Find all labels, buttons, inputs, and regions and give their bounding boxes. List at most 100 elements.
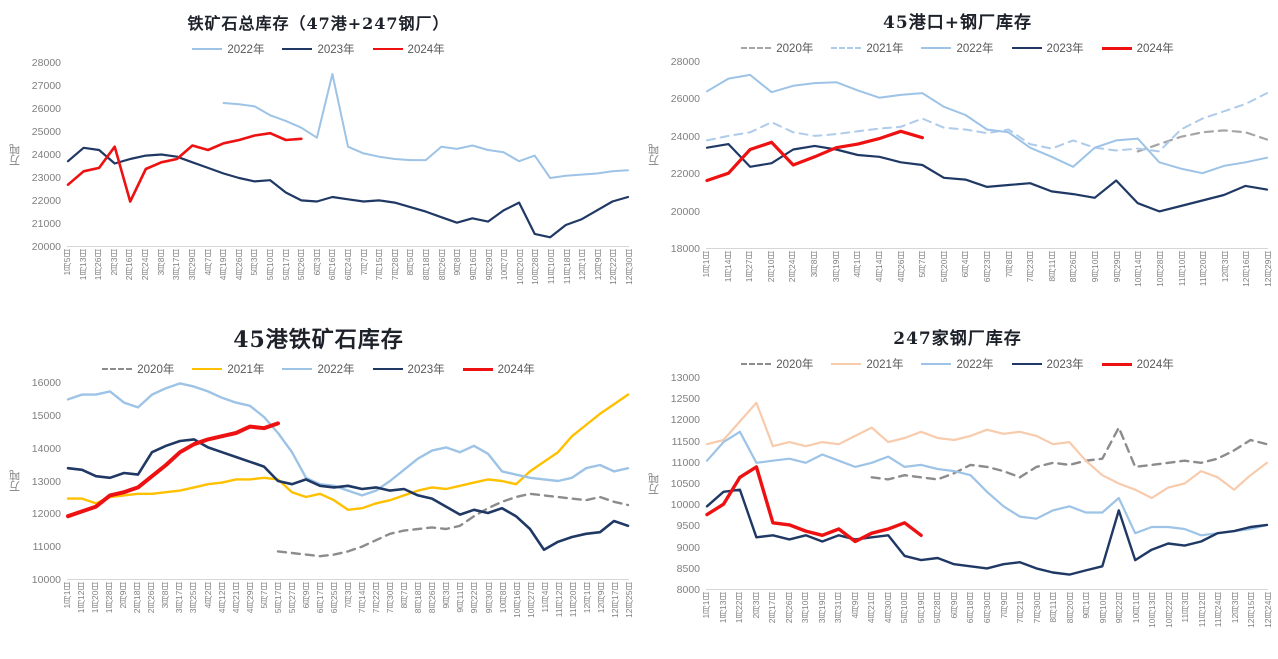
x-tick-label: 10月7日 — [499, 249, 510, 281]
x-tick-label: 10月1日 — [1130, 592, 1141, 624]
x-tick-label: 10月8日 — [497, 582, 508, 614]
x-axis-spacer — [8, 247, 67, 307]
legend-line-swatch — [831, 363, 862, 365]
chart-main: 万吨 28000 27000 26000 25000 24000 23000 22000 21… — [8, 57, 630, 253]
x-tick-label: 6月18日 — [965, 592, 976, 624]
legend-label: 2020年 — [776, 359, 814, 371]
x-tick-label: 8月20日 — [1064, 592, 1075, 624]
chart-total-inventory-47ports-247mills: 铁矿石总库存（47港+247钢厂） 2022年 2023年 2024年 万吨 280… — [0, 0, 639, 316]
x-tick-label: 2月24日 — [787, 251, 798, 283]
legend-label: 2024年 — [1136, 359, 1174, 371]
legend-line-swatch — [1011, 363, 1042, 365]
x-tick-label: 4月21日 — [230, 582, 241, 614]
y-tick-label: 12000 — [670, 414, 700, 427]
y-axis-ticks: 13000 12500 12000 11500 11000 10500 10000 9500 9… — [662, 372, 706, 596]
x-tick-label: 9月3日 — [441, 582, 452, 609]
y-tick-label: 20000 — [670, 205, 700, 218]
line-series-svg — [66, 382, 630, 558]
plot-area — [66, 382, 630, 580]
legend-line-swatch — [192, 368, 223, 370]
y-axis-ticks: 28000 27000 26000 25000 24000 23000 22000 21000… — [23, 57, 67, 253]
x-tick-label: 12月9日 — [595, 582, 606, 614]
x-axis-spacer — [647, 249, 706, 309]
series-line-2024年 — [66, 421, 280, 519]
chart-title: 247家钢厂库存 — [893, 329, 1022, 349]
x-tick-label: 5月28日 — [932, 592, 943, 624]
x-axis-ticks: 1月5日 1月13日 1月26日 2月3日 2月16日 2月24日 3月8日 3月17日 3月2… — [62, 247, 634, 307]
legend-item-2020年: 2020年 — [102, 361, 174, 377]
x-tick-label: 11月12日 — [1196, 592, 1207, 628]
y-tick-label: 20000 — [31, 241, 61, 253]
y-tick-label: 12500 — [670, 393, 700, 406]
x-tick-label: 9月16日 — [467, 249, 478, 281]
x-tick-label: 11月20日 — [1198, 251, 1209, 287]
x-tick-label: 11月10日 — [545, 249, 556, 285]
x-tick-label: 12月15日 — [1246, 592, 1257, 628]
x-tick-label: 10月20日 — [514, 249, 525, 285]
x-axis-ticks: 1月1日 1月12日 1月20日 1月28日 2月9日 2月18日 2月26日 3月8日 3月1… — [62, 580, 634, 640]
legend-line-swatch — [102, 368, 133, 370]
x-tick-label: 1月1日 — [62, 582, 72, 609]
legend-item-2021年: 2021年 — [831, 356, 903, 372]
legend-item-2024年: 2024年 — [462, 361, 535, 377]
y-tick-label: 11000 — [671, 456, 700, 469]
x-axis-row: 1月5日 1月13日 1月26日 2月3日 2月16日 2月24日 3月8日 3月17日 3月2… — [8, 247, 634, 307]
legend-line-swatch — [1101, 362, 1132, 366]
legend: 2020年 2021年 2022年 2023年 2024年 — [647, 352, 1268, 376]
legend-item-2020年: 2020年 — [741, 40, 813, 56]
series-line-2022年 — [222, 73, 629, 179]
y-tick-label: 25000 — [31, 126, 61, 138]
x-tick-label: 5月17日 — [272, 582, 283, 614]
plot-area — [705, 378, 1269, 590]
x-tick-label: 2月26日 — [783, 592, 794, 624]
x-tick-label: 10月27日 — [525, 582, 536, 618]
series-line-2021年 — [706, 92, 1268, 153]
y-tick-label: 12000 — [31, 508, 61, 521]
chart-main: 万吨 13000 12500 12000 11500 11000 10500 10000 95… — [647, 372, 1269, 596]
x-tick-label: 8月26日 — [1068, 251, 1079, 283]
x-tick-label: 10月22日 — [1163, 592, 1174, 628]
x-tick-label: 9月30日 — [483, 582, 494, 614]
x-tick-label: 5月3日 — [249, 249, 260, 276]
x-tick-label: 9月8日 — [452, 249, 463, 276]
x-tick-label: 11月12日 — [553, 582, 564, 618]
x-tick-label: 1月27日 — [744, 251, 755, 283]
y-tick-label: 22000 — [31, 195, 61, 207]
x-tick-label: 5月19日 — [915, 592, 926, 624]
x-tick-label: 12月29日 — [1263, 251, 1273, 287]
x-tick-label: 9月22日 — [469, 582, 480, 614]
legend-line-swatch — [741, 47, 772, 49]
series-line-2022年 — [706, 73, 1268, 175]
x-tick-label: 6月9日 — [948, 592, 959, 619]
series-line-2021年 — [705, 401, 1269, 500]
x-tick-label: 12月25日 — [624, 582, 634, 618]
x-tick-label: 5月10日 — [264, 249, 275, 281]
x-tick-label: 8月11日 — [1046, 251, 1057, 282]
legend-item-2024年: 2024年 — [1101, 356, 1174, 372]
y-tick-label: 10000 — [31, 574, 61, 586]
x-tick-label: 4月19日 — [218, 249, 229, 281]
series-line-2020年 — [1136, 129, 1269, 153]
legend-label: 2021年 — [227, 364, 265, 376]
legend: 2020年 2021年 2022年 2023年 2024年 — [647, 36, 1268, 60]
x-tick-label: 5月26日 — [296, 249, 307, 281]
legend-label: 2020年 — [137, 364, 175, 376]
x-tick-label: 2月17日 — [767, 592, 778, 624]
x-tick-label: 4月21日 — [866, 592, 877, 624]
x-tick-label: 1月26日 — [93, 249, 104, 281]
x-tick-label: 8月18日 — [421, 249, 432, 281]
series-line-2023年 — [66, 146, 630, 239]
line-series-svg — [705, 401, 1269, 576]
y-tick-label: 22000 — [670, 168, 700, 181]
x-tick-label: 8月26日 — [427, 582, 438, 614]
legend-label: 2024年 — [407, 44, 445, 56]
legend-item-2022年: 2022年 — [921, 40, 994, 56]
legend-item-2023年: 2023年 — [1011, 356, 1084, 372]
x-tick-label: 2月3日 — [750, 592, 761, 619]
x-tick-label: 4月1日 — [852, 251, 863, 278]
x-tick-label: 1月28日 — [104, 582, 115, 614]
x-tick-label: 5月7日 — [917, 251, 928, 278]
x-tick-label: 6月9日 — [300, 582, 311, 609]
chart-main: 万吨 16000 15000 14000 13000 12000 11000 10000 — [8, 377, 630, 586]
legend-item-2024年: 2024年 — [1101, 40, 1174, 56]
